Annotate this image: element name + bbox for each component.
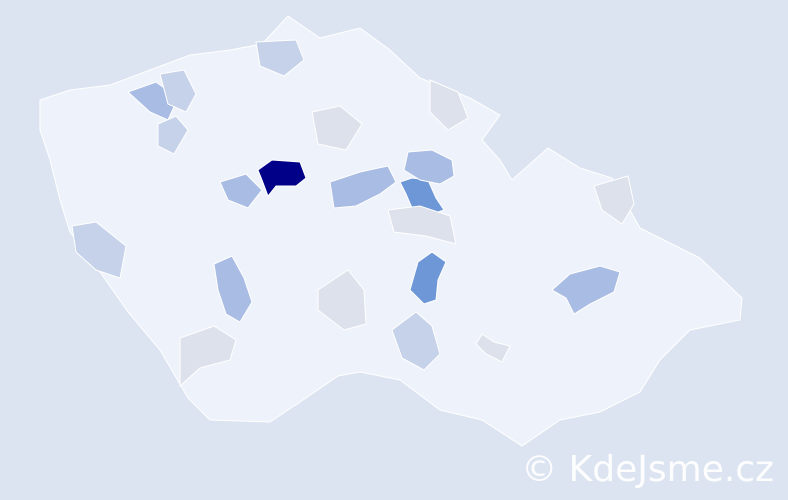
region-mid xyxy=(329,165,397,209)
region-mid xyxy=(219,173,263,209)
region-light xyxy=(159,69,197,113)
region-light xyxy=(157,115,189,155)
region-gray xyxy=(475,333,511,363)
country-outline xyxy=(39,15,743,447)
region-mid xyxy=(551,265,621,315)
region-light xyxy=(391,311,441,371)
region-max xyxy=(257,159,307,197)
region-mid xyxy=(403,149,455,185)
region-gray xyxy=(429,79,469,131)
region-light xyxy=(255,39,305,77)
region-gray xyxy=(593,175,635,225)
region-light xyxy=(71,221,127,279)
region-gray xyxy=(311,105,363,151)
region-gray xyxy=(317,269,367,331)
watermark: © KdeJsme.cz xyxy=(521,449,774,490)
region-gray xyxy=(387,205,457,245)
region-strong xyxy=(409,251,447,305)
region-mid xyxy=(213,255,253,323)
region-gray xyxy=(179,325,237,388)
